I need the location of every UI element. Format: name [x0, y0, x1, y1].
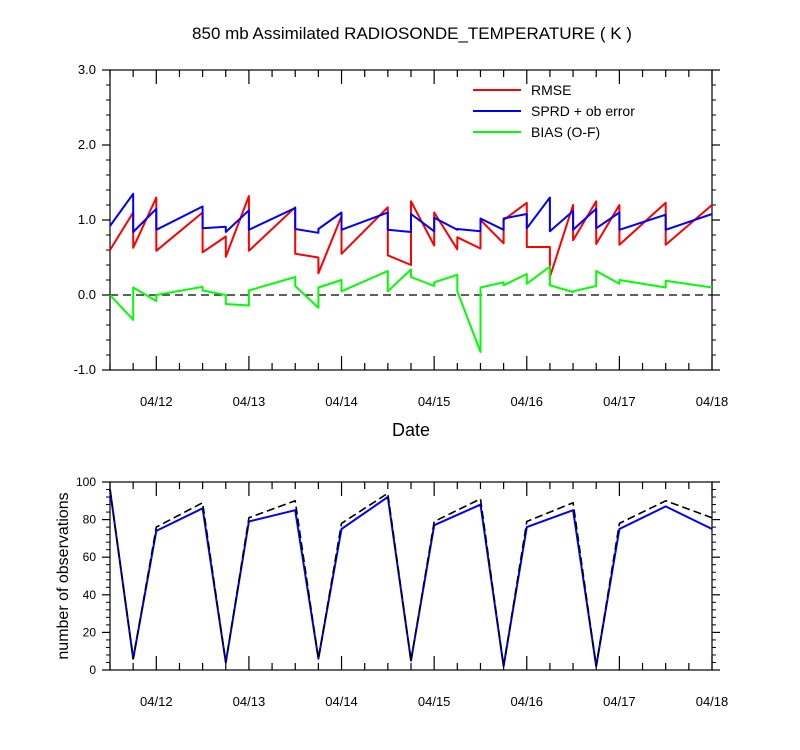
- series-line-assimilated: [109, 489, 713, 668]
- top-x-tick-labels: 04/12 04/13 04/14 04/15 04/16 04/17 04/18: [140, 394, 728, 409]
- x-tick-label: 04/17: [603, 394, 636, 409]
- x-tick-label: 04/12: [140, 394, 173, 409]
- y-tick-label: 60: [83, 550, 97, 564]
- legend-label: BIAS (O-F): [531, 124, 600, 140]
- x-tick-label: 04/12: [140, 694, 173, 709]
- y-tick-label: 1.0: [78, 212, 96, 227]
- x-tick-label: 04/15: [418, 694, 451, 709]
- bottom-y-axis-label: number of observations: [55, 492, 72, 659]
- x-tick-label: 04/18: [696, 694, 729, 709]
- y-tick-label: -1.0: [74, 362, 96, 377]
- x-tick-label: 04/15: [418, 394, 451, 409]
- y-tick-label: 0: [89, 663, 96, 677]
- x-tick-label: 04/14: [325, 694, 358, 709]
- x-tick-label: 04/16: [510, 394, 543, 409]
- legend-label: RMSE: [531, 82, 571, 98]
- legend: RMSE SPRD + ob error BIAS (O-F): [473, 82, 635, 140]
- top-series-group: [109, 192, 713, 353]
- bottom-x-tick-labels: 04/12 04/13 04/14 04/15 04/16 04/17 04/18: [140, 694, 728, 709]
- top-x-axis-label: Date: [392, 420, 430, 440]
- top-axes-ticks: [102, 69, 720, 371]
- legend-label: SPRD + ob error: [531, 103, 635, 119]
- x-tick-label: 04/18: [696, 394, 729, 409]
- y-tick-label: 40: [83, 588, 97, 602]
- y-tick-label: 100: [76, 475, 96, 489]
- bottom-axes-ticks: [102, 481, 720, 671]
- bottom-y-tick-labels: 0 20 40 60 80 100: [76, 475, 96, 677]
- x-tick-label: 04/13: [233, 694, 266, 709]
- x-tick-label: 04/14: [325, 394, 358, 409]
- series-line-bias-o-f: [109, 265, 713, 353]
- bottom-series-group: [109, 489, 713, 668]
- y-tick-label: 2.0: [78, 137, 96, 152]
- y-tick-label: 20: [83, 625, 97, 639]
- y-tick-label: 80: [83, 513, 97, 527]
- x-tick-label: 04/13: [233, 394, 266, 409]
- top-chart-title: 850 mb Assimilated RADIOSONDE_TEMPERATUR…: [192, 24, 632, 43]
- x-tick-label: 04/17: [603, 694, 636, 709]
- top-y-tick-labels: -1.0 0.0 1.0 2.0 3.0: [74, 62, 96, 377]
- y-tick-label: 3.0: [78, 62, 96, 77]
- y-tick-label: 0.0: [78, 287, 96, 302]
- series-line-sprd-ob-error: [109, 192, 713, 234]
- x-tick-label: 04/16: [510, 694, 543, 709]
- series-line-total: [109, 489, 713, 668]
